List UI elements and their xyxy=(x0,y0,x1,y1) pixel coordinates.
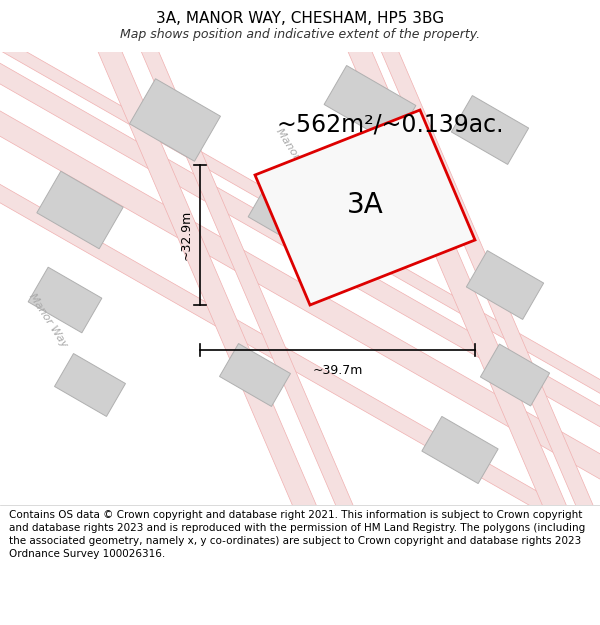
Text: Map shows position and indicative extent of the property.: Map shows position and indicative extent… xyxy=(120,28,480,41)
Polygon shape xyxy=(0,86,600,504)
Polygon shape xyxy=(80,1,340,569)
Polygon shape xyxy=(255,110,475,305)
Text: ~562m²/~0.139ac.: ~562m²/~0.139ac. xyxy=(276,113,504,137)
Polygon shape xyxy=(220,344,290,406)
Polygon shape xyxy=(28,267,102,333)
Text: 3A: 3A xyxy=(347,191,383,219)
Polygon shape xyxy=(481,344,550,406)
Text: ~32.9m: ~32.9m xyxy=(179,210,193,260)
Polygon shape xyxy=(0,158,600,572)
Polygon shape xyxy=(362,2,600,568)
Text: Contains OS data © Crown copyright and database right 2021. This information is : Contains OS data © Crown copyright and d… xyxy=(9,510,585,559)
Text: Manor Way: Manor Way xyxy=(27,291,69,349)
Polygon shape xyxy=(0,37,600,453)
Polygon shape xyxy=(37,171,123,249)
Polygon shape xyxy=(130,79,220,161)
Text: ~39.7m: ~39.7m xyxy=(313,364,362,377)
Polygon shape xyxy=(0,10,600,420)
Polygon shape xyxy=(324,66,416,144)
Polygon shape xyxy=(422,416,498,484)
Polygon shape xyxy=(451,96,529,164)
Text: 3A, MANOR WAY, CHESHAM, HP5 3BG: 3A, MANOR WAY, CHESHAM, HP5 3BG xyxy=(156,11,444,26)
Text: Manor Way: Manor Way xyxy=(274,126,316,184)
Polygon shape xyxy=(122,2,377,568)
Polygon shape xyxy=(55,354,125,416)
Polygon shape xyxy=(248,182,322,248)
Polygon shape xyxy=(330,1,590,569)
Polygon shape xyxy=(466,251,544,319)
